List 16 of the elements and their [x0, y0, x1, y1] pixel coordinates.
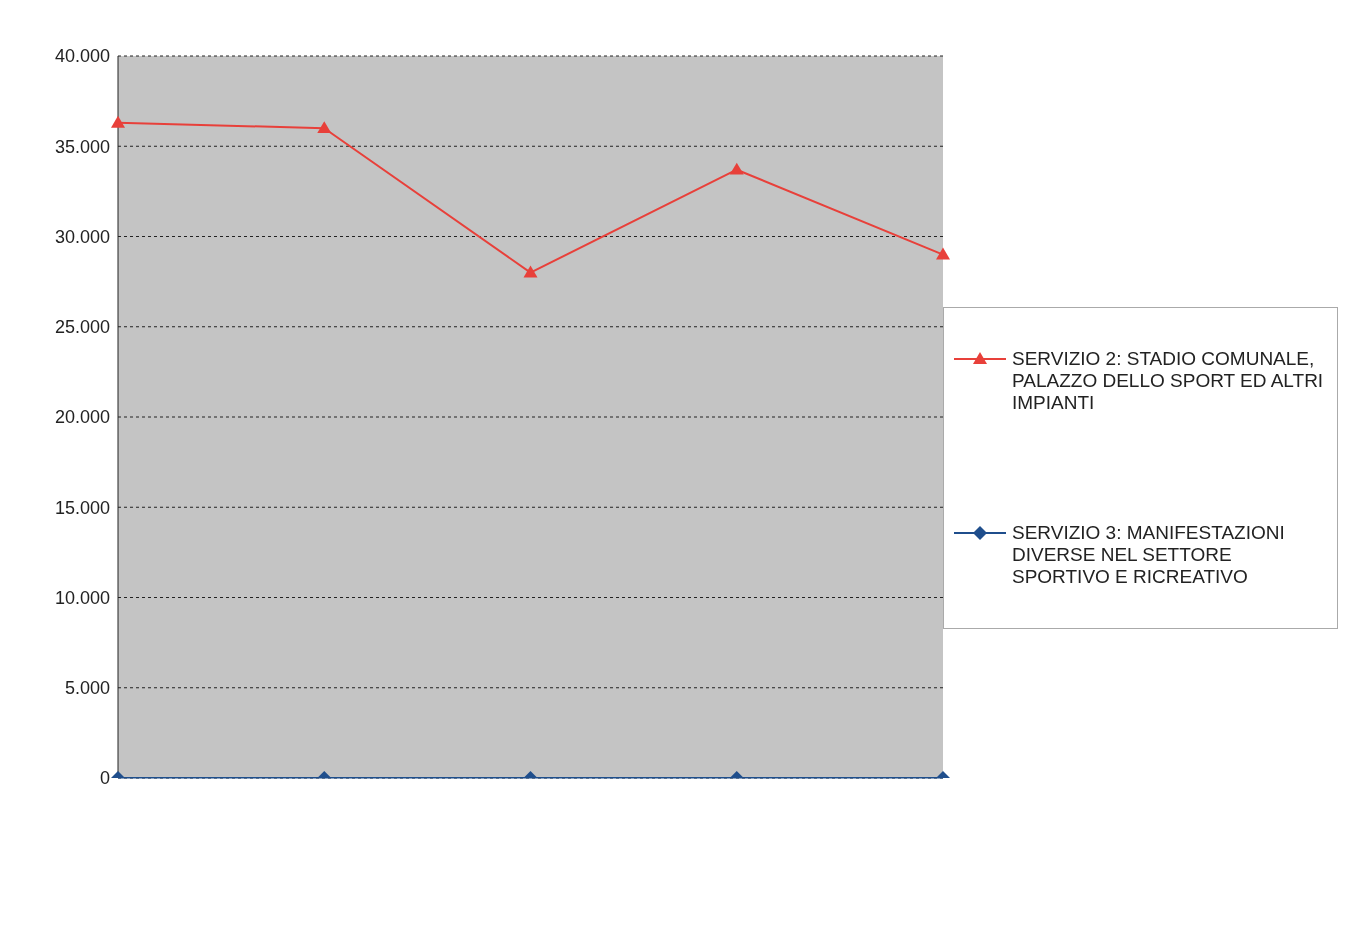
point — [317, 121, 332, 134]
point — [729, 162, 744, 175]
point — [111, 115, 125, 128]
point — [523, 265, 538, 278]
y-tick-label: 30.000 — [54, 226, 110, 247]
point — [936, 247, 950, 260]
legend-label: SERVIZIO 2: STADIO COMUNALE, PALAZZO DELLO SPORT ED ALTRI IMPIANTI — [1012, 348, 1325, 414]
y-tick-label: 20.000 — [54, 407, 110, 428]
y-tick-label: 10.000 — [54, 587, 110, 608]
y-tick-label: 25.000 — [54, 317, 110, 338]
y-tick-label: 35.000 — [54, 136, 110, 157]
y-tick-label: 5.000 — [64, 678, 110, 699]
y-tick-label: 40.000 — [54, 46, 110, 67]
y-tick-label: 0 — [99, 768, 110, 789]
y-tick-label: 15.000 — [54, 497, 110, 518]
legend-label: SERVIZIO 3: MANIFESTAZIONI DIVERSE NEL SETTORE SPORTIVO E RICREATIVO — [1012, 522, 1286, 588]
